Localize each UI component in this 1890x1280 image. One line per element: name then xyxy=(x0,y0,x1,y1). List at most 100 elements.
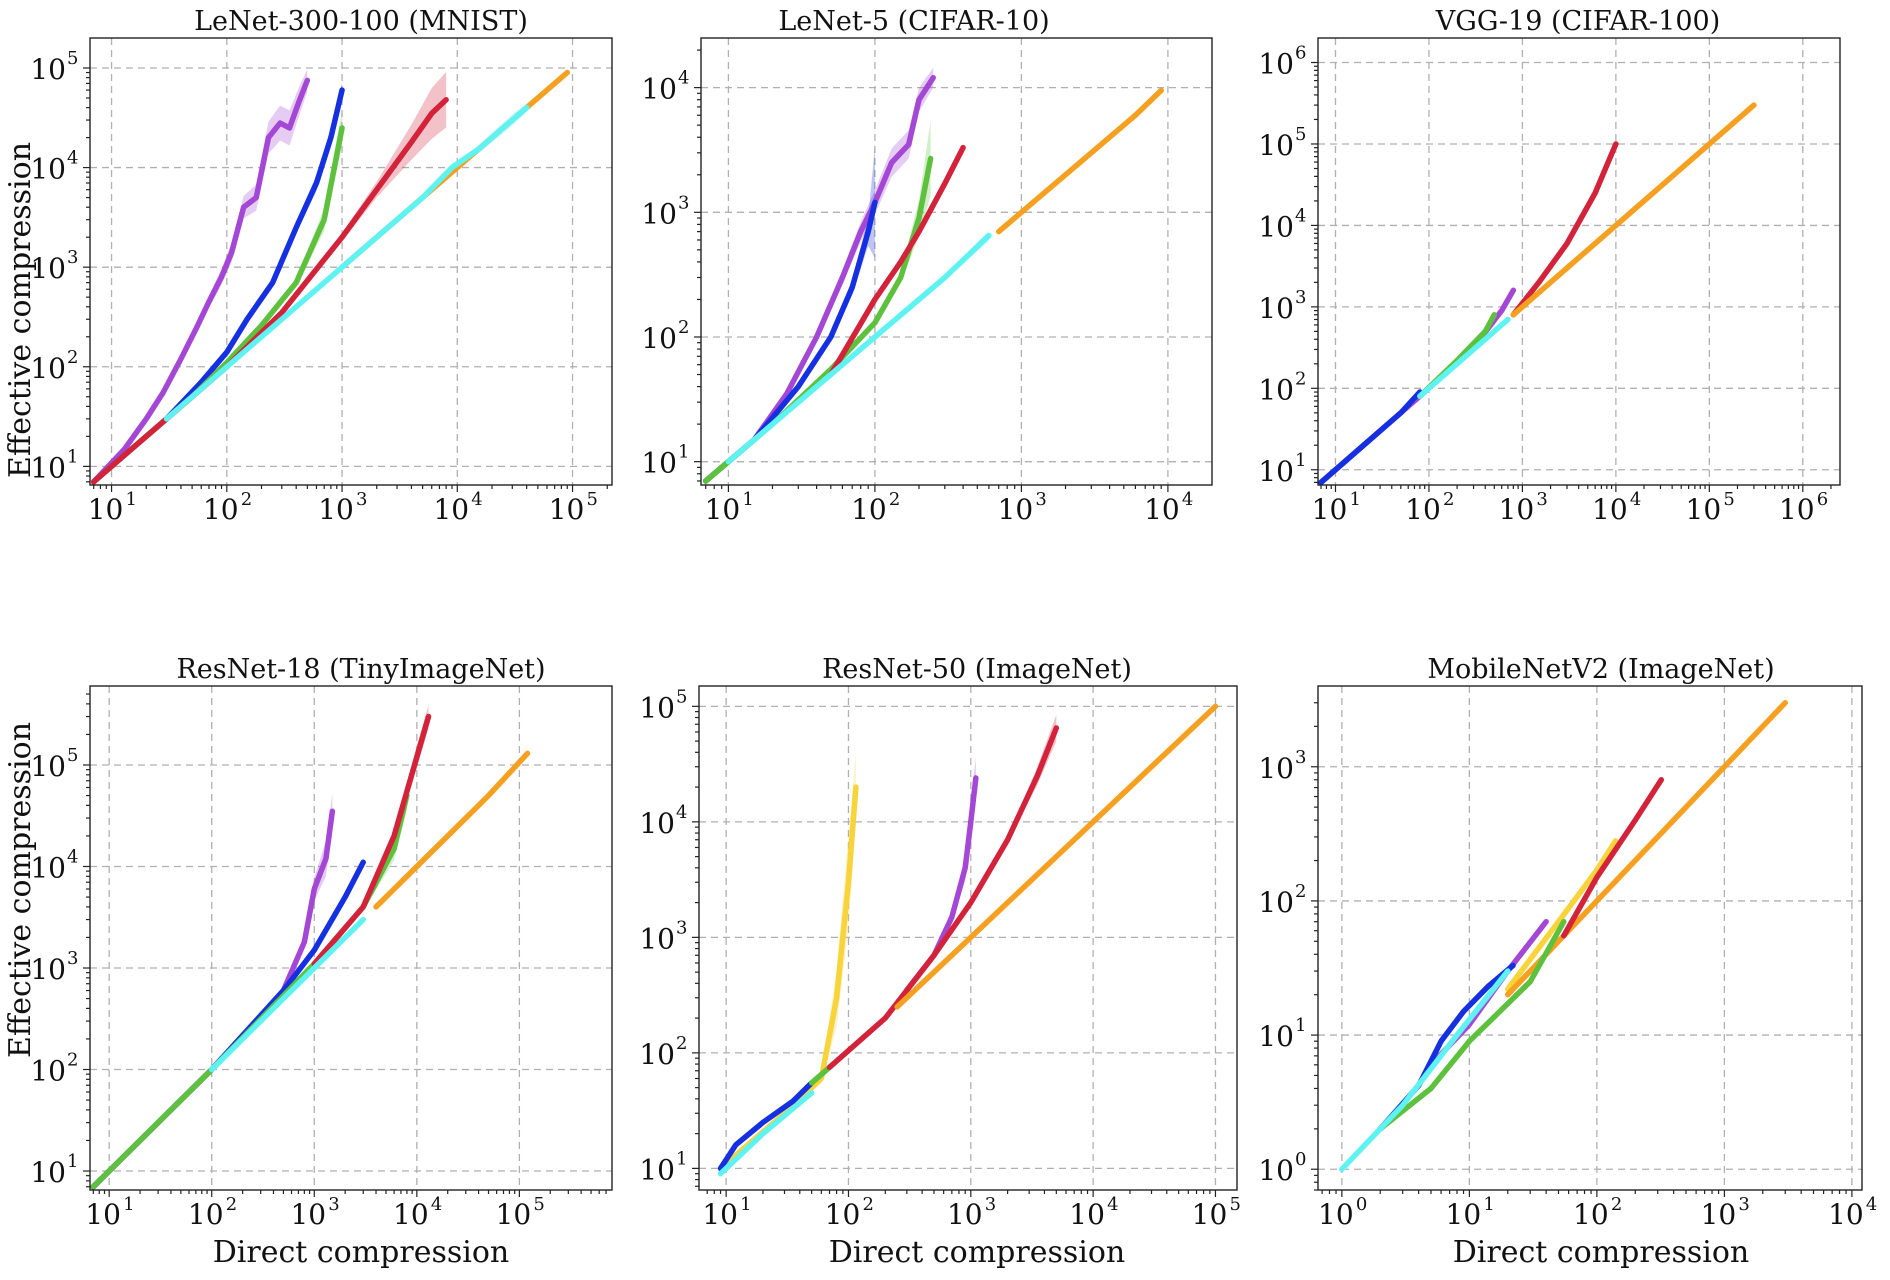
x-tick-exponent: 2 xyxy=(241,489,252,510)
series-group xyxy=(90,69,571,485)
y-axis-label: Effective compression xyxy=(3,722,38,1058)
y-tick-exponent: 2 xyxy=(1295,881,1306,902)
series-group xyxy=(1339,700,1788,1172)
x-tick-exponent: 3 xyxy=(356,489,367,510)
y-tick-label: 10 xyxy=(639,1153,675,1186)
x-tick-exponent: 4 xyxy=(471,489,482,510)
x-tick-label: 10 xyxy=(549,493,585,526)
series-orange xyxy=(894,703,1219,1010)
panel-resnet-50: ResNet-50 (ImageNet) Direct compression … xyxy=(639,654,1241,1270)
y-tick-label: 10 xyxy=(639,1038,675,1071)
y-tick-exponent: 5 xyxy=(1295,124,1306,145)
series-group xyxy=(702,67,1164,484)
y-tick-exponent: 2 xyxy=(1295,368,1306,389)
x-tick-label: 10 xyxy=(705,493,741,526)
x-tick-exponent: 3 xyxy=(1035,489,1046,510)
x-tick-exponent: 5 xyxy=(1723,489,1734,510)
y-tick-label: 10 xyxy=(30,53,66,86)
x-tick-label: 10 xyxy=(825,1198,861,1231)
x-tick-label: 10 xyxy=(1828,1198,1864,1231)
panel-title: MobileNetV2 (ImageNet) xyxy=(1427,654,1774,685)
x-tick-exponent: 5 xyxy=(587,489,598,510)
band-blue xyxy=(705,146,875,481)
y-tick-label: 10 xyxy=(641,73,677,106)
series-red xyxy=(1561,777,1665,939)
x-tick-exponent: 4 xyxy=(1107,1194,1118,1215)
x-tick-exponent: 5 xyxy=(1229,1194,1240,1215)
panel-vgg-19: VGG-19 (CIFAR-100) 10 1 10 2 10 3 10 4 10 5 10 610 1… xyxy=(1258,6,1841,526)
y-tick-exponent: 4 xyxy=(678,68,689,89)
y-tick-label: 10 xyxy=(30,252,66,285)
plot-frame xyxy=(1317,685,1863,1191)
series-red xyxy=(826,725,1060,1071)
y-tick-exponent: 1 xyxy=(676,1148,687,1169)
band-red xyxy=(1513,142,1616,315)
band-purple xyxy=(93,69,308,482)
y-tick-label: 10 xyxy=(641,322,677,355)
panel-title: ResNet-18 (TinyImageNet) xyxy=(176,654,545,685)
x-tick-label: 10 xyxy=(88,493,124,526)
series-cyan xyxy=(717,1090,815,1177)
x-tick-exponent: 2 xyxy=(889,489,900,510)
series-red xyxy=(828,144,966,378)
x-tick-exponent: 1 xyxy=(740,1194,751,1215)
series-group xyxy=(717,703,1219,1177)
panel-title: VGG-19 (CIFAR-100) xyxy=(1435,6,1720,37)
x-tick-label: 10 xyxy=(85,1198,121,1231)
y-tick-exponent: 2 xyxy=(678,317,689,338)
x-tick-exponent: 4 xyxy=(431,1194,442,1215)
x-tick-label: 10 xyxy=(1499,493,1535,526)
x-tick-label: 10 xyxy=(1446,1198,1482,1231)
plot-frame xyxy=(698,685,1238,1191)
x-tick-label: 10 xyxy=(290,1198,326,1231)
panel-resnet-18: ResNet-18 (TinyImageNet) Effective compr… xyxy=(3,654,613,1270)
series-cyan xyxy=(163,104,530,422)
x-axis-label: Direct compression xyxy=(829,1235,1126,1270)
x-tick-exponent: 1 xyxy=(123,1194,134,1215)
band-blue xyxy=(93,858,364,1187)
panel-mobilenetv2: MobileNetV2 (ImageNet) Direct compressio… xyxy=(1258,654,1877,1270)
series-green xyxy=(90,792,410,1190)
x-tick-label: 10 xyxy=(947,1198,983,1231)
y-tick-label: 10 xyxy=(1258,48,1294,81)
x-axis-label: Direct compression xyxy=(1453,1235,1750,1270)
x-tick-label: 10 xyxy=(203,493,239,526)
y-tick-exponent: 4 xyxy=(1295,205,1306,226)
series-purple xyxy=(90,77,311,485)
panel-title: LeNet-300-100 (MNIST) xyxy=(194,6,528,37)
x-tick-exponent: 4 xyxy=(1182,489,1193,510)
y-tick-label: 10 xyxy=(639,807,675,840)
series-red xyxy=(1510,141,1619,318)
x-tick-label: 10 xyxy=(1779,493,1815,526)
series-cyan xyxy=(208,916,366,1073)
plot-frame xyxy=(89,37,613,486)
y-tick-label: 10 xyxy=(30,851,66,884)
x-tick-exponent: 2 xyxy=(226,1194,237,1215)
y-tick-label: 10 xyxy=(1258,752,1294,785)
y-tick-exponent: 1 xyxy=(1295,1015,1306,1036)
y-tick-exponent: 3 xyxy=(67,247,78,268)
x-tick-exponent: 0 xyxy=(1356,1194,1367,1215)
x-tick-exponent: 1 xyxy=(1483,1194,1494,1215)
y-tick-exponent: 4 xyxy=(67,148,78,169)
series-orange xyxy=(995,87,1164,235)
y-tick-label: 10 xyxy=(30,1055,66,1088)
series-blue xyxy=(90,859,366,1190)
y-tick-label: 10 xyxy=(1258,129,1294,162)
y-axis-label: Effective compression xyxy=(3,142,38,478)
y-tick-label: 10 xyxy=(641,447,677,480)
y-tick-label: 10 xyxy=(1258,373,1294,406)
series-purple xyxy=(904,775,979,993)
x-tick-label: 10 xyxy=(188,1198,224,1231)
x-tick-exponent: 6 xyxy=(1817,489,1828,510)
series-green xyxy=(90,125,345,485)
x-tick-label: 10 xyxy=(1701,1198,1737,1231)
y-tick-exponent: 4 xyxy=(676,802,687,823)
y-tick-label: 10 xyxy=(1258,1154,1294,1187)
x-tick-label: 10 xyxy=(1192,1198,1228,1231)
series-group xyxy=(90,704,531,1190)
series-purple xyxy=(1318,287,1517,485)
x-tick-exponent: 5 xyxy=(533,1194,544,1215)
band-green xyxy=(93,780,407,1187)
y-tick-exponent: 2 xyxy=(67,1050,78,1071)
